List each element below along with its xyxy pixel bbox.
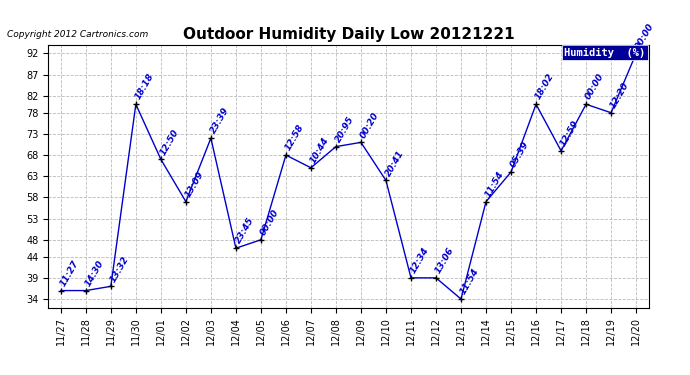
Text: 12:20: 12:20 xyxy=(609,81,631,110)
Text: 13:32: 13:32 xyxy=(108,254,130,284)
Text: 11:27: 11:27 xyxy=(59,258,81,288)
Title: Outdoor Humidity Daily Low 20121221: Outdoor Humidity Daily Low 20121221 xyxy=(183,27,514,42)
Text: 13:09: 13:09 xyxy=(184,170,206,199)
Text: 23:45: 23:45 xyxy=(234,216,256,246)
Text: 14:30: 14:30 xyxy=(83,258,106,288)
Text: 05:39: 05:39 xyxy=(509,140,531,169)
Text: 11:54: 11:54 xyxy=(484,170,506,199)
Text: 18:02: 18:02 xyxy=(534,72,556,102)
Text: 00:00: 00:00 xyxy=(634,21,656,51)
Text: 18:18: 18:18 xyxy=(134,72,156,102)
Text: 12:58: 12:58 xyxy=(284,123,306,152)
Text: 12:34: 12:34 xyxy=(408,246,431,275)
Text: 11:54: 11:54 xyxy=(459,267,481,296)
Text: Copyright 2012 Cartronics.com: Copyright 2012 Cartronics.com xyxy=(7,30,148,39)
Text: 20:95: 20:95 xyxy=(334,114,356,144)
Text: 13:06: 13:06 xyxy=(434,246,456,275)
Text: 12:59: 12:59 xyxy=(559,119,581,148)
Text: 23:39: 23:39 xyxy=(208,106,230,135)
Text: 00:00: 00:00 xyxy=(259,208,281,237)
Text: Humidity  (%): Humidity (%) xyxy=(564,48,646,58)
Text: 00:00: 00:00 xyxy=(584,72,606,102)
Text: 12:50: 12:50 xyxy=(159,127,181,156)
Text: 10:44: 10:44 xyxy=(308,136,331,165)
Text: 20:41: 20:41 xyxy=(384,148,406,178)
Text: 00:20: 00:20 xyxy=(359,110,381,140)
